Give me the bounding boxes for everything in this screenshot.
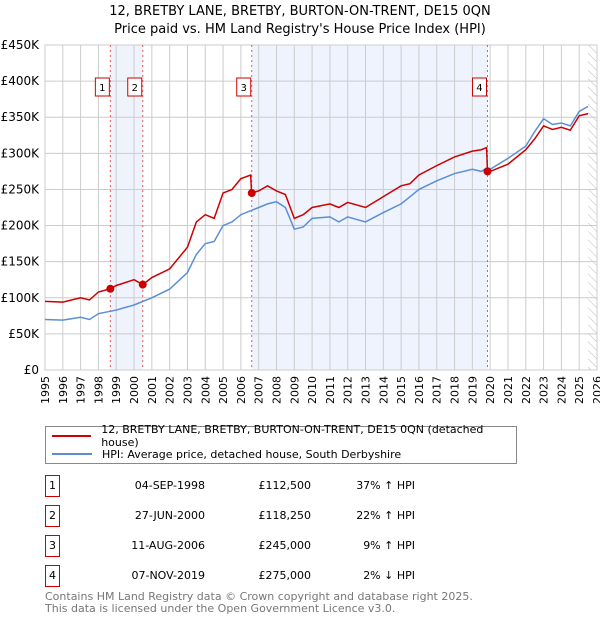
legend: 12, BRETBY LANE, BRETBY, BURTON-ON-TRENT… bbox=[45, 423, 517, 464]
x-tick-label: 2010 bbox=[306, 376, 319, 404]
x-tick-label: 2000 bbox=[128, 376, 141, 404]
shaded-period bbox=[251, 45, 488, 370]
sale-marker-box: 3 bbox=[45, 535, 60, 557]
sale-price: £275,000 bbox=[258, 569, 312, 582]
y-tick-label: £0 bbox=[24, 363, 39, 377]
legend-swatch-blue bbox=[52, 453, 92, 455]
sale-date: 27-JUN-2000 bbox=[134, 509, 205, 522]
y-tick-label: £150K bbox=[1, 255, 41, 269]
x-tick-label: 2020 bbox=[484, 376, 497, 404]
x-tick-label: 2001 bbox=[146, 376, 159, 404]
price-chart: 1995 1996 1997 1998 1999 2000 2001 2002 2003 2004… bbox=[1, 38, 600, 404]
x-tick-label: 1996 bbox=[57, 376, 70, 404]
sale-marker-box: 4 bbox=[45, 565, 60, 587]
x-tick-label: 2025 bbox=[573, 376, 586, 404]
y-tick-label: £100K bbox=[1, 291, 41, 305]
sale-label-box bbox=[236, 77, 252, 97]
x-tick-label: 1999 bbox=[110, 376, 123, 404]
x-tick-label: 2022 bbox=[520, 376, 533, 404]
x-tick-label: 2023 bbox=[538, 376, 551, 404]
sale-price: £118,250 bbox=[258, 509, 312, 522]
sale-point bbox=[138, 280, 147, 289]
sale-point bbox=[106, 284, 115, 293]
legend-label: HPI: Average price, detached house, Sout… bbox=[102, 447, 402, 461]
legend-item-property: 12, BRETBY LANE, BRETBY, BURTON-ON-TRENT… bbox=[52, 423, 516, 449]
x-tick-label: 2003 bbox=[181, 376, 194, 404]
y-tick-label: £450K bbox=[1, 38, 41, 52]
sale-hpi-diff: 9% ↑ HPI bbox=[363, 539, 415, 552]
footer-licence: This data is licensed under the Open Gov… bbox=[45, 602, 396, 615]
x-tick-label: 2004 bbox=[199, 376, 212, 404]
sale-price: £112,500 bbox=[258, 479, 312, 492]
x-tick-label: 2016 bbox=[413, 376, 426, 404]
y-tick-label: £300K bbox=[1, 146, 41, 160]
x-tick-label: 2018 bbox=[449, 376, 462, 404]
sale-label: 4 bbox=[476, 83, 482, 94]
hpi-line bbox=[44, 105, 589, 321]
x-tick-label: 2009 bbox=[288, 376, 301, 404]
x-tick-label: 2014 bbox=[377, 376, 390, 404]
legend-label: 12, BRETBY LANE, BRETBY, BURTON-ON-TRENT… bbox=[101, 423, 484, 449]
chart-title: 12, BRETBY LANE, BRETBY, BURTON-ON-TRENT… bbox=[109, 4, 491, 19]
sale-label-box bbox=[94, 77, 110, 97]
x-tick-label: 2026 bbox=[591, 376, 600, 404]
x-tick-label: 1995 bbox=[39, 376, 52, 404]
x-tick-label: 2017 bbox=[431, 376, 444, 404]
sale-hpi-diff: 22% ↑ HPI bbox=[356, 509, 415, 522]
sale-label-box bbox=[471, 77, 487, 97]
y-tick-label: £50K bbox=[8, 327, 40, 341]
sale-hpi-diff: 2% ↓ HPI bbox=[363, 569, 415, 582]
x-tick-label: 2006 bbox=[235, 376, 248, 404]
x-tick-label: 2024 bbox=[555, 376, 568, 404]
sale-date: 11-AUG-2006 bbox=[131, 539, 205, 552]
x-tick-label: 2005 bbox=[217, 376, 230, 404]
sale-label: 2 bbox=[132, 83, 138, 94]
sale-date: 04-SEP-1998 bbox=[134, 479, 205, 492]
sale-label: 1 bbox=[99, 83, 105, 94]
sale-point bbox=[483, 167, 492, 176]
sale-hpi-diff: 37% ↑ HPI bbox=[356, 479, 415, 492]
y-tick-label: £200K bbox=[1, 219, 41, 233]
x-tick-label: 2015 bbox=[395, 376, 408, 404]
x-tick-label: 2012 bbox=[342, 376, 355, 404]
sale-label-box bbox=[127, 77, 143, 97]
legend-swatch-red bbox=[52, 435, 92, 437]
sale-marker-box: 2 bbox=[45, 505, 60, 527]
chart-subtitle: Price paid vs. HM Land Registry's House … bbox=[114, 22, 486, 37]
x-tick-label: 2021 bbox=[502, 376, 515, 404]
plot-frame bbox=[44, 44, 598, 371]
x-tick-label: 2019 bbox=[466, 376, 479, 404]
x-tick-label: 1997 bbox=[75, 376, 88, 404]
x-tick-label: 1998 bbox=[92, 376, 105, 404]
sale-point bbox=[247, 189, 256, 198]
x-tick-label: 2007 bbox=[253, 376, 266, 404]
legend-item-hpi: HPI: Average price, detached house, Sout… bbox=[52, 446, 401, 462]
sale-marker-box: 1 bbox=[45, 475, 60, 497]
x-tick-label: 2002 bbox=[164, 376, 177, 404]
x-tick-label: 2011 bbox=[324, 376, 337, 404]
y-tick-label: £400K bbox=[1, 74, 41, 88]
sale-label: 3 bbox=[241, 83, 247, 94]
sale-date: 07-NOV-2019 bbox=[131, 569, 205, 582]
x-tick-label: 2013 bbox=[360, 376, 373, 404]
footer-copyright: Contains HM Land Registry data © Crown c… bbox=[45, 590, 473, 603]
y-tick-label: £250K bbox=[1, 182, 41, 196]
x-tick-label: 2008 bbox=[270, 376, 283, 404]
forecast-hatch bbox=[588, 45, 597, 370]
y-tick-label: £350K bbox=[1, 110, 41, 124]
sale-price: £245,000 bbox=[258, 539, 312, 552]
